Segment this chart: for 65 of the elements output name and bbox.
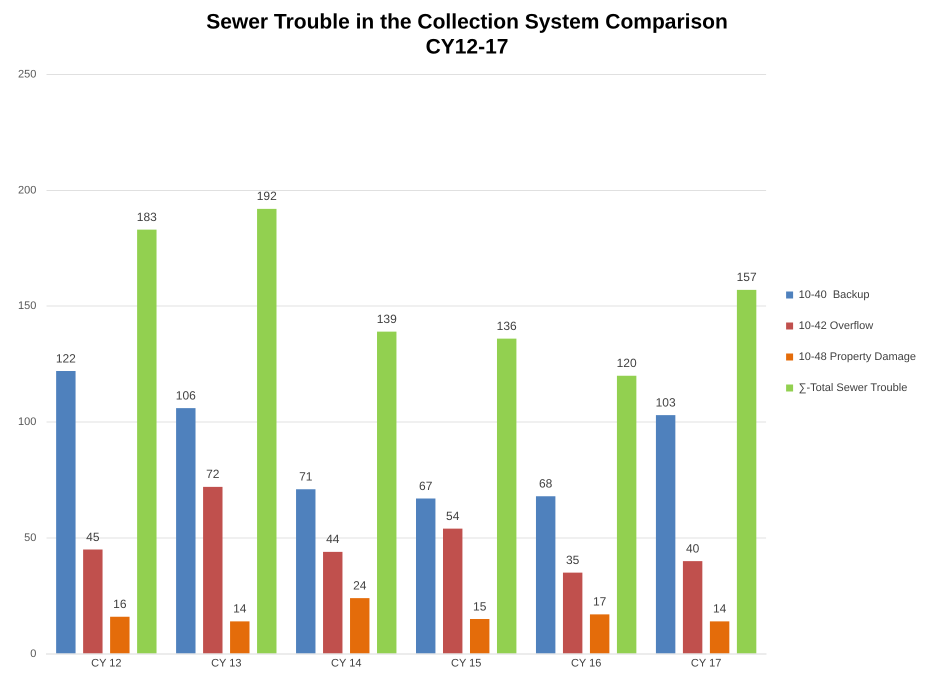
data-label: 44 [326, 532, 340, 546]
bar [616, 376, 636, 654]
data-label: 72 [206, 467, 220, 482]
data-label: 136 [496, 318, 518, 333]
data-label: 106 [176, 388, 196, 402]
data-label: 192 [256, 189, 278, 204]
x-tick-label: CY 12 [91, 657, 122, 670]
data-label: 24 [353, 578, 367, 592]
legend-label: ∑-Total Sewer Trouble [798, 382, 908, 394]
y-tick-label: 250 [18, 68, 36, 80]
data-label: 183 [136, 210, 158, 224]
data-label: 103 [656, 395, 676, 410]
legend-label: 10-42 Overflow [798, 320, 874, 332]
data-label: 17 [592, 594, 607, 609]
bar [496, 338, 516, 654]
bar [682, 561, 702, 654]
y-tick-label: 200 [18, 184, 36, 196]
legend-label: 10-48 Property Damage [798, 351, 916, 364]
data-label: 122 [56, 351, 76, 366]
bar [230, 621, 250, 654]
data-label: 35 [566, 552, 580, 567]
y-tick-label: 100 [18, 416, 36, 428]
bar [736, 290, 756, 654]
data-label: 68 [539, 476, 553, 491]
y-tick-label: 50 [24, 532, 36, 544]
data-label: 15 [473, 599, 487, 614]
bar [656, 415, 676, 654]
data-label: 40 [686, 541, 700, 556]
y-tick-label: 150 [18, 300, 36, 312]
x-tick-label: CY 14 [331, 657, 362, 670]
data-label: 14 [233, 602, 247, 616]
x-tick-label: CY 15 [451, 657, 482, 670]
x-tick-label: CY 17 [690, 657, 722, 670]
bar [176, 408, 196, 654]
bar [110, 616, 130, 654]
bar [590, 614, 610, 654]
bar [470, 619, 490, 654]
chart-title: Sewer Trouble in the Collection System Comparison CY12-17 [206, 10, 728, 59]
bar [83, 550, 103, 654]
bar [203, 486, 223, 654]
bar [377, 332, 396, 654]
data-label: 16 [113, 597, 127, 612]
y-tick-label: 0 [30, 648, 36, 660]
bar [416, 498, 436, 654]
data-label: 67 [419, 478, 433, 493]
bar [710, 621, 730, 654]
data-label: 45 [86, 530, 100, 544]
data-label: 120 [616, 356, 637, 370]
data-label: 157 [736, 270, 757, 284]
legend-label: 10-40 Backup [798, 289, 870, 302]
data-label: 139 [376, 312, 398, 326]
bar [350, 598, 370, 654]
bar [137, 230, 157, 654]
x-tick-label: CY 13 [211, 657, 242, 670]
bar [257, 208, 276, 654]
bar [323, 552, 342, 654]
bar [562, 572, 582, 654]
data-label: 54 [446, 508, 460, 523]
bar [442, 528, 462, 654]
bar [296, 489, 316, 654]
data-label: 14 [712, 602, 727, 616]
bar [536, 496, 556, 654]
data-label: 71 [299, 470, 313, 484]
x-tick-label: CY 16 [570, 657, 602, 670]
bar [56, 371, 76, 654]
